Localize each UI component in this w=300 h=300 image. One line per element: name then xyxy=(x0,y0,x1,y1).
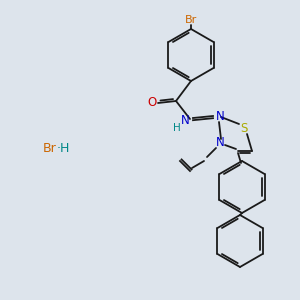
Text: N: N xyxy=(216,136,224,149)
Text: Br: Br xyxy=(185,15,197,25)
Text: S: S xyxy=(240,122,248,136)
Text: O: O xyxy=(147,97,157,110)
Text: N: N xyxy=(216,110,224,122)
Text: ·H: ·H xyxy=(56,142,70,154)
Text: Br: Br xyxy=(43,142,57,154)
Text: H: H xyxy=(173,123,181,133)
Text: N: N xyxy=(181,113,189,127)
